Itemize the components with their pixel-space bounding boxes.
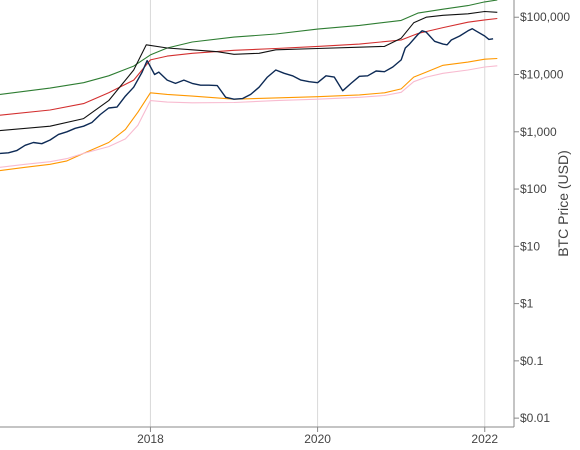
series-lines: [0, 0, 498, 172]
series-line-5: [0, 28, 494, 155]
y-tick-label-6: $10,000: [520, 68, 564, 82]
series-line-2: [0, 10, 498, 132]
y-tick-label-5: $1,000: [520, 125, 557, 139]
series-line-3: [0, 57, 498, 172]
series-line-1: [0, 17, 498, 116]
x-tick-label-0: 2018: [137, 432, 164, 446]
y-tick-label-0: $0.01: [520, 411, 550, 425]
vertical-gridlines: [149, 0, 486, 427]
y-tick-label-4: $100: [520, 182, 547, 196]
y-tick-label-7: $100,000: [520, 10, 570, 24]
series-line-0: [0, 0, 498, 95]
y-tick-label-1: $0.1: [520, 354, 544, 368]
y-axis-title: BTC Price (USD): [555, 150, 571, 257]
x-tick-label-1: 2020: [304, 432, 331, 446]
series-line-4: [0, 65, 498, 168]
x-tick-label-2: 2022: [471, 432, 498, 446]
y-axis-ticks: $0.01 $0.1 $1 $10 $100 $1,000 $10,000 $100,000: [514, 10, 570, 425]
y-tick-label-2: $1: [520, 297, 534, 311]
x-axis-ticks: 2018 2020 2022: [137, 427, 498, 446]
y-tick-label-3: $10: [520, 239, 540, 253]
